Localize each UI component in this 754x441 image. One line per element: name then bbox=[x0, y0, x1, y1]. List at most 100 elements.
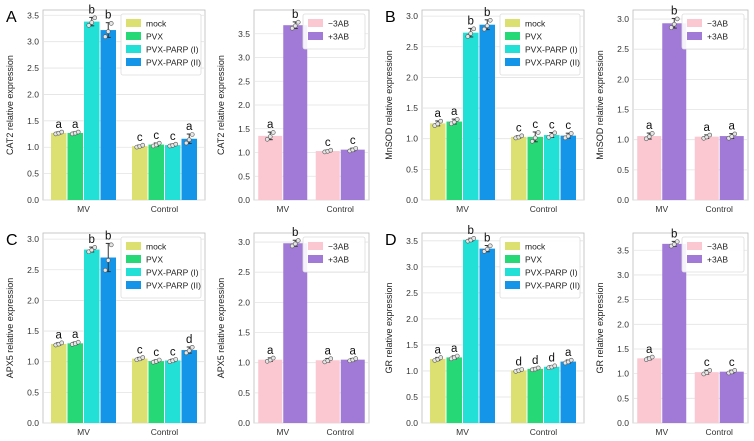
y-tick-label: 2.0 bbox=[238, 297, 250, 307]
y-tick-label: 1.0 bbox=[406, 134, 418, 144]
significance-letter: a bbox=[186, 121, 193, 133]
replicate-point bbox=[549, 133, 555, 138]
legend: mock PVX PVX-PARP (I) PVX-PARP (II) bbox=[120, 13, 202, 76]
y-tick-label: 0.0 bbox=[238, 418, 250, 428]
bar bbox=[51, 132, 67, 200]
significance-letter: c bbox=[137, 132, 143, 144]
replicate-point bbox=[173, 357, 179, 362]
replicate-point bbox=[532, 135, 538, 141]
significance-letter: c bbox=[704, 357, 710, 369]
significance-letter: b bbox=[468, 15, 474, 27]
x-tick-label: Control bbox=[530, 204, 558, 214]
replicate-point bbox=[183, 140, 189, 146]
significance-letter: a bbox=[72, 119, 79, 131]
legend-label: +3AB bbox=[328, 32, 349, 42]
y-tick-label: 0.5 bbox=[617, 393, 629, 403]
replicate-point bbox=[105, 258, 111, 263]
y-tick-label: 1.5 bbox=[406, 103, 418, 113]
legend-swatch bbox=[505, 45, 520, 53]
y-tick-label: 1.5 bbox=[617, 105, 629, 115]
bar bbox=[67, 343, 83, 423]
y-axis-label: GR relative expression bbox=[595, 282, 605, 373]
significance-letter: c bbox=[325, 137, 331, 149]
significance-letter: c bbox=[170, 131, 176, 143]
legend: −3AB +3AB bbox=[302, 236, 366, 273]
significance-letter: d bbox=[516, 356, 522, 368]
panel-letter-c: C bbox=[6, 232, 18, 249]
replicate-point bbox=[173, 141, 179, 147]
replicate-point bbox=[481, 26, 487, 32]
panel-letter-d: D bbox=[385, 232, 397, 249]
bar bbox=[51, 343, 67, 423]
replicate-point bbox=[438, 355, 444, 360]
significance-letter: b bbox=[468, 225, 474, 237]
replicate-point bbox=[59, 129, 65, 135]
y-tick-label: 1.5 bbox=[27, 326, 39, 336]
replicate-point bbox=[732, 368, 738, 373]
legend-swatch bbox=[687, 32, 702, 40]
x-tick-label: Control bbox=[151, 427, 179, 437]
bar bbox=[340, 149, 365, 200]
significance-letter: a bbox=[267, 119, 274, 131]
legend: mock PVX PVX-PARP (I) PVX-PARP (II) bbox=[499, 236, 581, 299]
bar bbox=[544, 366, 560, 423]
chart-a-left: 0.0 0.5 1.0 1.5 2.0 2.5 3.0 3.5 CAT2 relative ex… bbox=[5, 4, 206, 214]
bar bbox=[165, 145, 181, 200]
panel-letter-b: B bbox=[385, 9, 396, 26]
significance-letter: a bbox=[350, 345, 357, 357]
significance-letter: d bbox=[549, 353, 555, 365]
y-tick-label: 0.0 bbox=[617, 418, 629, 428]
y-tick-label: 0.0 bbox=[27, 418, 39, 428]
significance-letter: c bbox=[549, 120, 555, 132]
legend-swatch bbox=[126, 32, 141, 40]
legend-label: +3AB bbox=[707, 32, 728, 42]
significance-letter: b bbox=[484, 7, 490, 19]
bar bbox=[315, 360, 340, 423]
y-tick-label: 3.0 bbox=[617, 14, 629, 24]
bar bbox=[165, 360, 181, 423]
y-tick-label: 2.5 bbox=[27, 265, 39, 275]
replicate-point bbox=[481, 249, 487, 254]
legend-label: PVX bbox=[525, 32, 542, 42]
bar bbox=[560, 135, 576, 200]
chart-c-left: 0.0 0.5 1.0 1.5 2.0 2.5 3.0 APX5 relative expre… bbox=[5, 230, 206, 437]
legend-label: +3AB bbox=[328, 255, 349, 265]
replicate-point bbox=[529, 138, 535, 144]
significance-letter: a bbox=[646, 344, 653, 356]
legend-label: PVX-PARP (I) bbox=[525, 45, 578, 55]
y-tick-label: 1.0 bbox=[238, 358, 250, 368]
legend-label: PVX bbox=[146, 32, 163, 42]
y-tick-label: 2.5 bbox=[238, 76, 250, 86]
y-tick-label: 0.5 bbox=[27, 387, 39, 397]
y-tick-label: 2.5 bbox=[27, 63, 39, 73]
significance-letter: c bbox=[137, 344, 143, 356]
bar bbox=[446, 121, 462, 200]
bar bbox=[132, 358, 148, 423]
replicate-point bbox=[183, 350, 189, 356]
y-tick-label: 1.0 bbox=[27, 142, 39, 152]
replicate-point bbox=[89, 247, 95, 253]
significance-letter: c bbox=[350, 135, 356, 147]
y-tick-label: 1.0 bbox=[617, 135, 629, 145]
legend-label: mock bbox=[525, 242, 546, 252]
y-tick-label: 1.5 bbox=[617, 344, 629, 354]
significance-letter: a bbox=[565, 347, 572, 359]
significance-letter: a bbox=[451, 343, 458, 355]
y-tick-label: 2.0 bbox=[406, 314, 418, 324]
replicate-point bbox=[89, 20, 95, 25]
bar bbox=[662, 23, 687, 201]
replicate-point bbox=[289, 25, 295, 31]
replicate-point bbox=[102, 34, 108, 40]
y-tick-label: 3.0 bbox=[27, 37, 39, 47]
replicate-point bbox=[105, 29, 111, 34]
replicate-point bbox=[270, 130, 276, 135]
replicate-point bbox=[568, 131, 574, 136]
bar bbox=[84, 21, 100, 200]
significance-letter: b bbox=[292, 9, 298, 21]
y-tick-label: 0.0 bbox=[617, 195, 629, 205]
significance-letter: a bbox=[267, 345, 274, 357]
y-tick-label: 1.5 bbox=[238, 124, 250, 134]
legend: mock PVX PVX-PARP (I) PVX-PARP (II) bbox=[120, 236, 202, 299]
x-tick-label: MV bbox=[276, 204, 289, 214]
significance-letter: a bbox=[325, 345, 332, 357]
